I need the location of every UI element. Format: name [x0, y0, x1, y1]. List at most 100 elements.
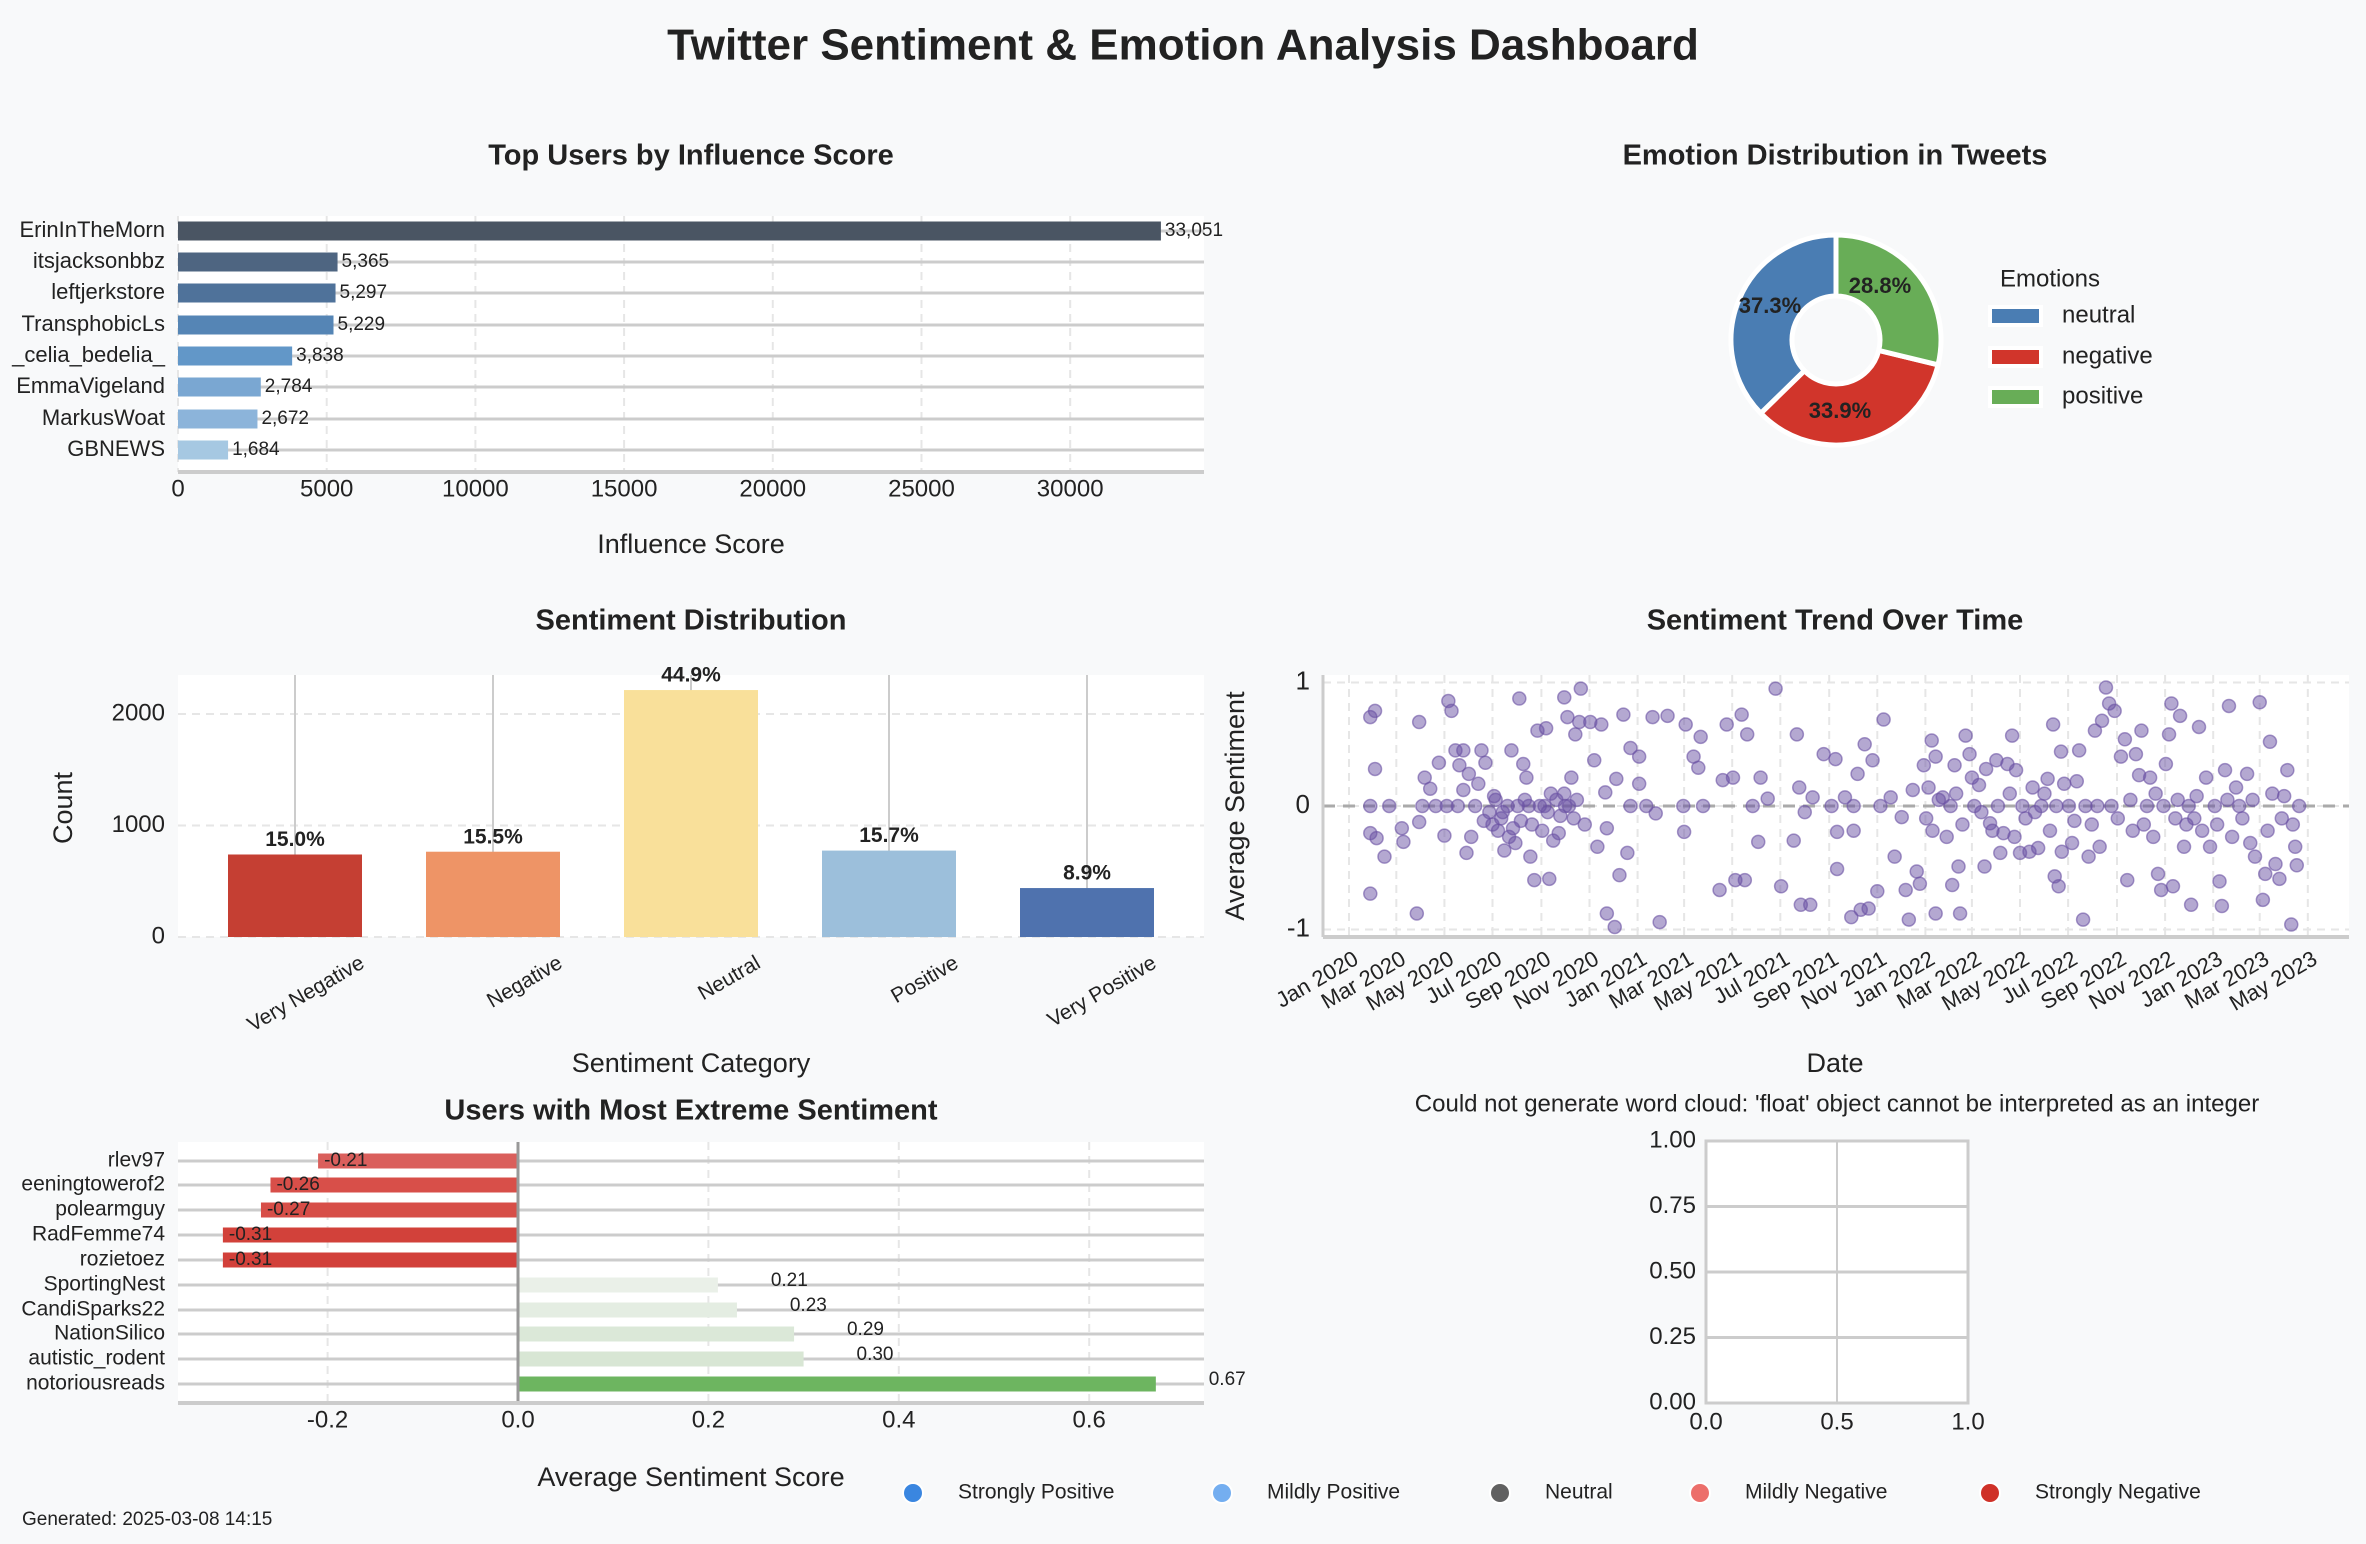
y-tick-label: 1	[1296, 665, 1310, 695]
x-tick-label: 1.0	[1951, 1408, 1984, 1435]
bar	[518, 1302, 737, 1318]
data-point	[1990, 798, 2006, 814]
y-tick-label: 1.00	[1649, 1126, 1696, 1153]
bar-percent-label: 15.5%	[463, 825, 523, 848]
data-point	[2054, 844, 2070, 859]
data-point	[1599, 820, 1615, 836]
data-point	[2015, 798, 2030, 814]
chart-title: Users with Most Extreme Sentiment	[444, 1095, 937, 1127]
bar	[178, 377, 261, 397]
data-point	[1363, 886, 1378, 901]
legend-swatch	[1988, 305, 2043, 327]
bar-percent-label: 15.0%	[265, 828, 325, 851]
data-point	[2214, 898, 2230, 914]
data-point	[2128, 746, 2144, 762]
data-point	[1599, 906, 1615, 921]
data-point	[2030, 840, 2046, 856]
data-point	[1648, 806, 1663, 821]
data-point	[2289, 858, 2305, 873]
data-point	[1639, 798, 1654, 814]
data-point	[1925, 823, 1940, 838]
data-point	[1444, 703, 1459, 719]
data-point	[1691, 760, 1706, 775]
data-point	[1901, 912, 1917, 927]
data-point	[2045, 717, 2061, 732]
y-category-label: polearmguy	[55, 1198, 165, 1221]
error-message: Could not generate word cloud: 'float' o…	[1415, 1090, 2259, 1117]
data-point	[1693, 729, 1708, 745]
data-point	[1478, 755, 1493, 771]
bar-value-label: -0.31	[229, 1249, 272, 1270]
data-point	[1569, 792, 1585, 808]
data-point	[2061, 798, 2077, 814]
data-point	[2212, 874, 2227, 889]
legend-label: Strongly Negative	[2035, 1481, 2201, 1504]
bar-value-label: 33,051	[1165, 220, 1223, 241]
y-axis-label: Average Sentiment	[1220, 691, 1250, 921]
data-point	[1497, 843, 1512, 858]
data-point	[1573, 681, 1589, 696]
data-point	[2231, 798, 2247, 814]
plot-area	[178, 216, 1204, 472]
data-point	[1631, 776, 1647, 792]
data-point	[1467, 798, 1483, 814]
data-point	[2260, 823, 2275, 838]
y-category-label: GBNEWS	[67, 436, 165, 461]
data-point	[1519, 770, 1534, 785]
data-point	[1939, 829, 1954, 845]
bar-value-label: 3,838	[296, 345, 344, 366]
data-point	[1517, 792, 1533, 808]
data-point	[2134, 723, 2149, 738]
data-point	[2069, 774, 2085, 789]
bar-percent-label: 15.7%	[859, 824, 919, 847]
bar-value-label: 2,784	[265, 376, 313, 397]
data-point	[2198, 770, 2214, 785]
bar	[178, 440, 229, 460]
bar	[822, 850, 956, 937]
data-point	[1857, 737, 1872, 752]
bar	[260, 1202, 518, 1218]
data-point	[1367, 703, 1383, 719]
data-point	[1676, 798, 1691, 814]
y-category-label: rozietoez	[80, 1248, 165, 1271]
data-point	[2191, 719, 2207, 735]
data-point	[1909, 864, 1924, 879]
data-point	[2224, 829, 2240, 845]
bar-percent-label: 8.9%	[1063, 862, 1111, 885]
data-point	[1377, 849, 1392, 864]
data-point	[2243, 835, 2258, 851]
data-point	[1824, 798, 1839, 814]
x-category-label: Very Positive	[1044, 951, 1161, 1032]
data-point	[1962, 746, 1977, 762]
data-point	[2156, 798, 2171, 814]
data-point	[1557, 690, 1572, 705]
data-point	[2053, 744, 2069, 759]
data-point	[1415, 798, 1430, 814]
bar-value-label: 5,365	[342, 251, 390, 272]
x-tick-label: 5000	[300, 475, 353, 502]
data-point	[1745, 798, 1760, 814]
chart-top-users: 0 5000 10000 15000 20000 25000 30000 ErinInTheM…	[11, 140, 1223, 559]
chart-title: Sentiment Distribution	[536, 605, 847, 637]
data-point	[1898, 882, 1913, 898]
slice-percent-label: 33.9%	[1809, 398, 1871, 423]
data-point	[1924, 733, 1939, 748]
generated-timestamp: Generated: 2025-03-08 14:15	[22, 1509, 272, 1530]
data-point	[1865, 753, 1880, 768]
data-point	[1803, 897, 1818, 913]
data-point	[2262, 734, 2278, 750]
data-point	[1564, 770, 1579, 785]
x-category-label: Neutral	[694, 951, 764, 1005]
data-point	[1971, 777, 1987, 793]
data-point	[2139, 798, 2155, 814]
data-point	[1719, 717, 1734, 732]
data-point	[1931, 792, 1947, 808]
data-point	[1652, 914, 1667, 930]
data-point	[2257, 866, 2273, 882]
data-point	[2092, 839, 2107, 855]
data-point	[1739, 727, 1755, 742]
data-point	[2104, 798, 2119, 814]
legend-label: negative	[2062, 342, 2153, 369]
data-point	[1456, 782, 1471, 798]
data-point	[2202, 839, 2218, 855]
